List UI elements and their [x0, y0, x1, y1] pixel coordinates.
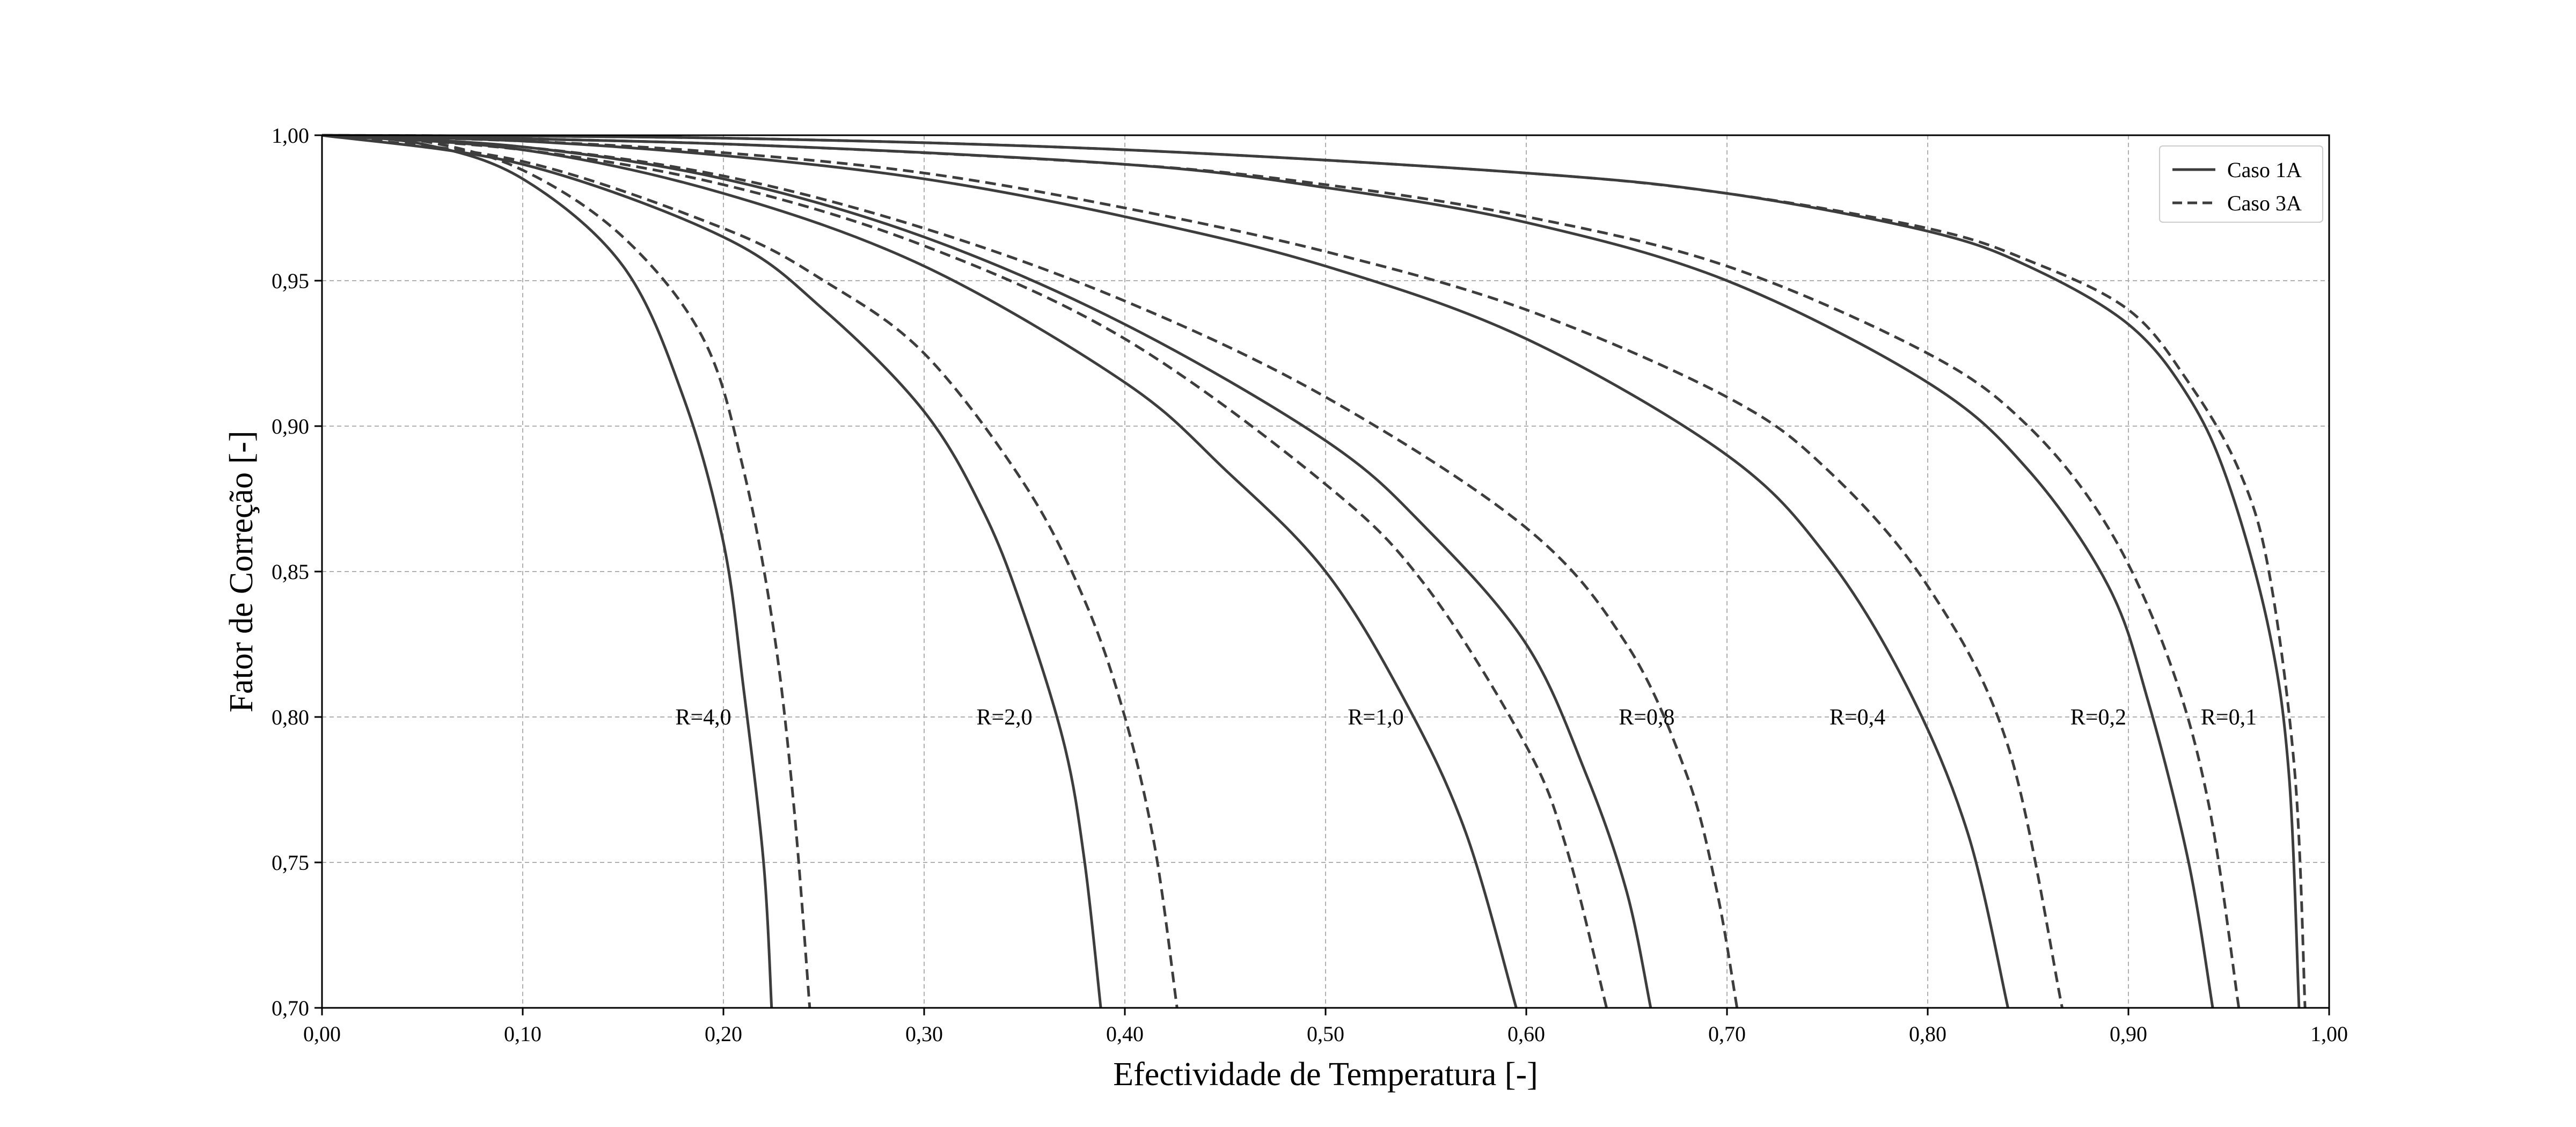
legend: Caso 1A Caso 3A [2159, 145, 2323, 223]
y-tick-label: 0,85 [272, 560, 309, 584]
series-line-caso-1a-r-0-1 [321, 134, 2301, 1008]
x-tick-label: 0,50 [1307, 1022, 1344, 1046]
curve-label: R=4,0 [675, 705, 731, 730]
series-line-caso-1a-r-0-8 [321, 134, 1652, 1008]
series-line-caso-3a-r-2-0 [321, 134, 1179, 1008]
series-line-caso-3a-r-0-1 [321, 134, 2307, 1008]
series-line-caso-1a-r-4-0 [321, 134, 773, 1008]
x-tick-label: 0,40 [1106, 1022, 1144, 1046]
x-tick-label: 0,60 [1507, 1022, 1545, 1046]
legend-box [2159, 145, 2323, 223]
series-line-caso-3a-r-0-2 [321, 134, 2241, 1008]
x-tick-label: 0,20 [705, 1022, 742, 1046]
x-tick-label: 0,80 [1909, 1022, 1946, 1046]
curve-label: R=0,2 [2070, 705, 2126, 730]
curve-label: R=0,8 [1619, 705, 1674, 730]
series-line-caso-3a-r-1-0 [321, 134, 1608, 1008]
x-tick-label: 0,10 [504, 1022, 541, 1046]
y-tick-label: 0,75 [272, 851, 309, 875]
curve-label: R=0,1 [2201, 705, 2257, 730]
series-line-caso-1a-r-1-0 [321, 134, 1518, 1008]
y-axis-title: Fator de Correção [-] [223, 430, 260, 712]
y-tick-label: 1,00 [272, 123, 309, 148]
x-tick-label: 0,30 [905, 1022, 943, 1046]
x-axis-title: Efectividade de Temperatura [-] [1113, 1056, 1538, 1093]
series-line-caso-1a-r-0-2 [321, 134, 2214, 1008]
y-tick-label: 0,95 [272, 269, 309, 293]
y-tick-label: 0,70 [272, 996, 309, 1020]
curve-labels: R=4,0 R=2,0 R=1,0 R=0,8 R=0,4 R=0,2 R=0,1 [675, 705, 2257, 730]
x-tick-label: 0,00 [303, 1022, 341, 1046]
x-tick-label: 1,00 [2310, 1022, 2348, 1046]
legend-label-caso-1a: Caso 1A [2227, 158, 2302, 182]
series-line-caso-3a-r-0-8 [321, 134, 1739, 1008]
y-tick-label: 0,90 [272, 414, 309, 438]
x-tick-label: 0,90 [2110, 1022, 2147, 1046]
series-line-caso-3a-r-0-4 [321, 134, 2064, 1008]
series-line-caso-1a-r-2-0 [321, 134, 1102, 1008]
curve-label: R=2,0 [976, 705, 1032, 730]
y-tick-label: 0,80 [272, 705, 309, 729]
series-layer [321, 134, 2307, 1008]
axis-ticks: 0,00 0,10 0,20 0,30 0,40 0,50 0,60 0,70 0,80 0,90… [272, 123, 2348, 1046]
x-tick-label: 0,70 [1708, 1022, 1746, 1046]
curve-label: R=1,0 [1348, 705, 1403, 730]
curve-label: R=0,4 [1829, 705, 1885, 730]
legend-label-caso-3a: Caso 3A [2227, 191, 2302, 215]
series-line-caso-1a-r-0-4 [321, 134, 2010, 1008]
